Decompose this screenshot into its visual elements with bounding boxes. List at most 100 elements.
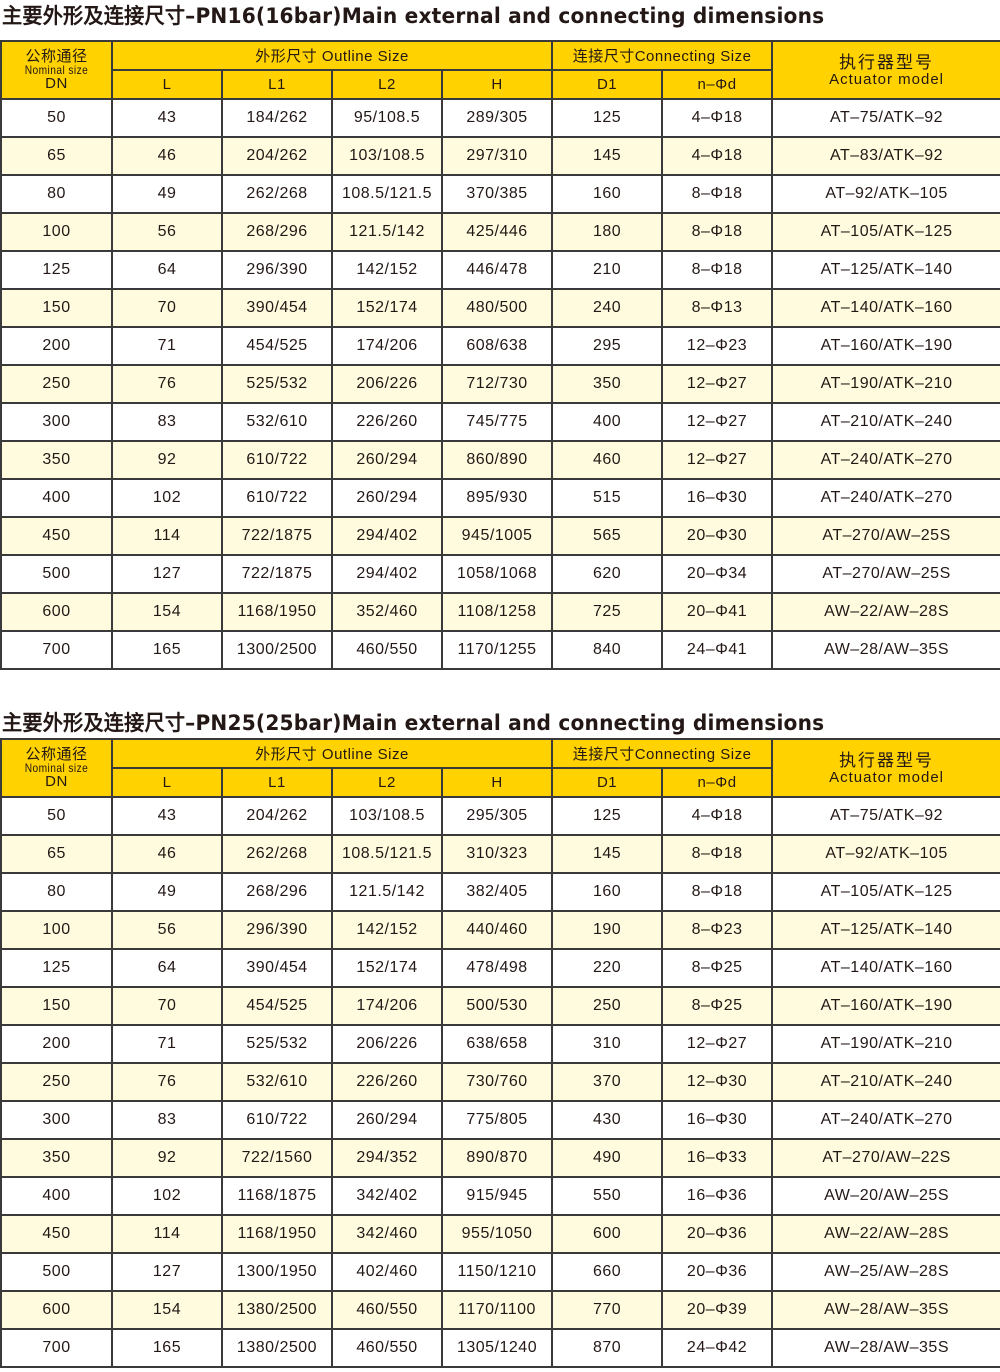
header-dn: DN [45, 772, 68, 790]
table-cell: 103/108.5 [331, 796, 443, 836]
table-cell: 204/262 [221, 796, 333, 836]
table-cell: 620 [551, 554, 664, 594]
table-row: 700 165 1300/2500 460/550 1170/1255 840 24–Φ41… [0, 630, 1000, 670]
table-cell: 775/805 [440, 1100, 554, 1140]
table-cell: 890/870 [440, 1138, 554, 1178]
table-cell: 20–Φ41 [661, 592, 774, 632]
table-cell: 1150/1210 [440, 1252, 554, 1292]
table-cell: 226/260 [331, 402, 443, 442]
table-cell: 250 [0, 364, 113, 404]
column-header: H [440, 767, 554, 798]
table-cell: 154 [111, 592, 223, 632]
table-cell: 550 [551, 1176, 664, 1216]
table-cell: 500/530 [440, 986, 554, 1026]
table-cell: AW–25/AW–28S [771, 1252, 1000, 1292]
table-cell: AT–125/ATK–140 [771, 250, 1000, 290]
table-row: 300 83 532/610 226/260 745/775 400 12–Φ27 AT–21… [0, 402, 1000, 442]
table-row: 600 154 1168/1950 352/460 1108/1258 725 20–Φ41… [0, 592, 1000, 632]
table-cell: 4–Φ18 [661, 796, 774, 836]
header-actuator-en: Actuator model [829, 70, 944, 88]
table-cell: 608/638 [440, 326, 554, 366]
table-cell: 310/323 [440, 834, 554, 874]
table-cell: 226/260 [331, 1062, 443, 1102]
table-row: 50 43 184/262 95/108.5 289/305 125 4–Φ18 AT–75/… [0, 98, 1000, 138]
table-cell: 92 [111, 440, 223, 480]
table-cell: AW–20/AW–25S [771, 1176, 1000, 1216]
table-cell: 46 [111, 136, 223, 176]
table-cell: 4–Φ18 [661, 98, 774, 138]
table-cell: 80 [0, 872, 113, 912]
table-cell: 125 [0, 948, 113, 988]
table-row: 65 46 262/268 108.5/121.5 310/323 145 8–Φ18 AT–… [0, 834, 1000, 874]
table-row: 500 127 722/1875 294/402 1058/1068 620 20–Φ34 A… [0, 554, 1000, 594]
table-row: 200 71 454/525 174/206 608/638 295 12–Φ23 AT–16… [0, 326, 1000, 366]
table-cell: 425/446 [440, 212, 554, 252]
table-row: 65 46 204/262 103/108.5 297/310 145 4–Φ18 AT–83… [0, 136, 1000, 176]
table-cell: 102 [111, 1176, 223, 1216]
table-cell: 12–Φ23 [661, 326, 774, 366]
table-cell: 370 [551, 1062, 664, 1102]
table-cell: 460/550 [331, 1328, 443, 1368]
table-cell: 260/294 [331, 440, 443, 480]
column-header: L [111, 767, 223, 798]
table-cell: 145 [551, 834, 664, 874]
column-header: L2 [331, 69, 443, 100]
table-cell: 600 [0, 592, 113, 632]
header-nominal-size: 公称通径 Nominal size DN [0, 40, 113, 100]
table-row: 80 49 262/268 108.5/121.5 370/385 160 8–Φ18 AT–… [0, 174, 1000, 214]
table-cell: 50 [0, 98, 113, 138]
table-cell: 108.5/121.5 [331, 834, 443, 874]
table-cell: 142/152 [331, 250, 443, 290]
table-cell: 390/454 [221, 288, 333, 328]
table-cell: 342/460 [331, 1214, 443, 1254]
table-cell: 12–Φ30 [661, 1062, 774, 1102]
table-cell: 268/296 [221, 872, 333, 912]
column-header: n–Φd [661, 767, 774, 798]
table-cell: 262/268 [221, 174, 333, 214]
table-cell: 100 [0, 910, 113, 950]
table-cell: 240 [551, 288, 664, 328]
header-connecting-size: 连接尺寸Connecting Size [551, 40, 774, 71]
table-cell: 446/478 [440, 250, 554, 290]
table-cell: AW–22/AW–28S [771, 1214, 1000, 1254]
table-cell: 915/945 [440, 1176, 554, 1216]
table-cell: 16–Φ36 [661, 1176, 774, 1216]
table-row: 100 56 296/390 142/152 440/460 190 8–Φ23 AT–125… [0, 910, 1000, 950]
header-connecting-size: 连接尺寸Connecting Size [551, 738, 774, 769]
table-cell: 490 [551, 1138, 664, 1178]
table-cell: 206/226 [331, 364, 443, 404]
table-cell: 50 [0, 796, 113, 836]
table-cell: 300 [0, 1100, 113, 1140]
table-cell: 262/268 [221, 834, 333, 874]
table-cell: AW–28/AW–35S [771, 1328, 1000, 1368]
table-cell: 8–Φ25 [661, 986, 774, 1026]
table-cell: 8–Φ23 [661, 910, 774, 950]
table-cell: AT–210/ATK–240 [771, 402, 1000, 442]
table-cell: 895/930 [440, 478, 554, 518]
table-cell: 700 [0, 1328, 113, 1368]
table-cell: 250 [551, 986, 664, 1026]
header-actuator-model: 执行器型号 Actuator model [771, 738, 1000, 798]
header-actuator-model: 执行器型号 Actuator model [771, 40, 1000, 100]
table-cell: 402/460 [331, 1252, 443, 1292]
table-cell: 43 [111, 796, 223, 836]
table-cell: AT–270/AW–25S [771, 554, 1000, 594]
table-title: 主要外形及连接尺寸–PN16(16bar)Main external and c… [2, 4, 825, 28]
table-cell: 65 [0, 136, 113, 176]
table-cell: 16–Φ33 [661, 1138, 774, 1178]
table-cell: 127 [111, 554, 223, 594]
table-cell: 12–Φ27 [661, 440, 774, 480]
column-header: D1 [551, 767, 664, 798]
table-cell: 46 [111, 834, 223, 874]
header-actuator-cn: 执行器型号 [839, 750, 935, 770]
table-cell: 160 [551, 174, 664, 214]
table-cell: 8–Φ18 [661, 250, 774, 290]
column-header: L1 [221, 767, 333, 798]
table-cell: 12–Φ27 [661, 364, 774, 404]
table-cell: 300 [0, 402, 113, 442]
table-cell: 296/390 [221, 910, 333, 950]
table-cell: AT–270/AW–25S [771, 516, 1000, 556]
table-cell: 65 [0, 834, 113, 874]
table-cell: 460 [551, 440, 664, 480]
table-cell: 20–Φ36 [661, 1252, 774, 1292]
